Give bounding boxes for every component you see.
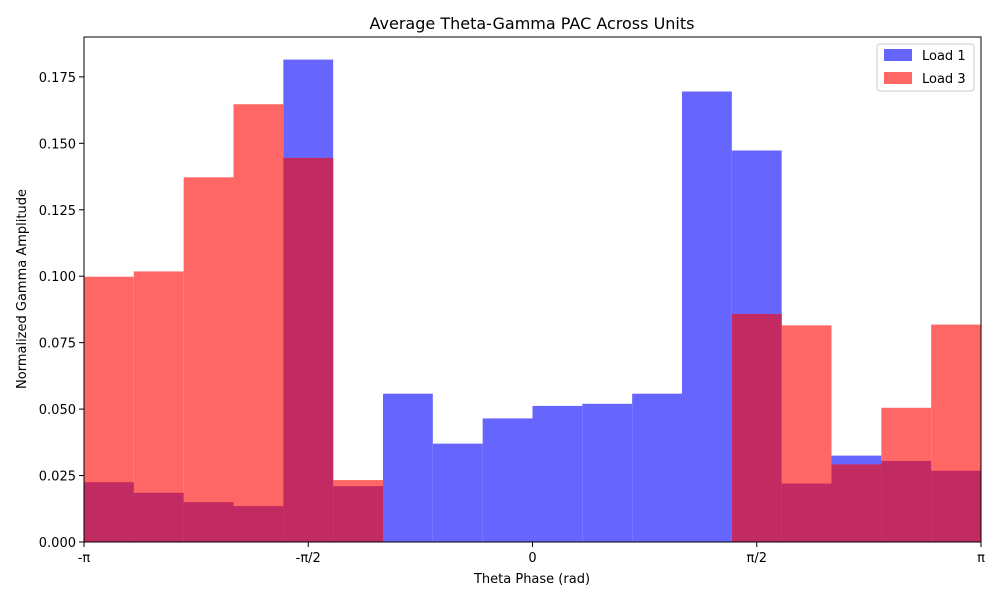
- overlap-bar-bin-15: [831, 464, 882, 542]
- overlap-bar-bin-14: [781, 483, 832, 542]
- bar-load-1-bin-6: [383, 393, 433, 542]
- y-axis-ticks: 0.000 0.025 0.050 0.075 0.100 0.125 0.150 0.175: [39, 71, 84, 551]
- legend-swatch-load-1: [884, 49, 912, 61]
- x-axis-ticks: -π -π/2 0 π/2 π: [78, 542, 985, 566]
- overlap-bar-bin-4: [283, 157, 334, 542]
- legend-label-load-3: Load 3: [922, 72, 966, 87]
- overlap-bar-bin-13: [731, 313, 782, 542]
- y-tick-label: 0.000: [39, 536, 76, 551]
- y-tick-label: 0.125: [39, 204, 76, 219]
- bar-load-3-bin-3: [233, 104, 284, 542]
- legend: Load 1 Load 3: [876, 43, 975, 92]
- legend-swatch-load-3: [884, 72, 912, 84]
- y-tick-label: 0.075: [39, 337, 76, 352]
- bar-load-1-bin-10: [582, 403, 633, 542]
- x-tick-label: π: [977, 551, 985, 566]
- overlap-bar-bin-3: [233, 506, 284, 542]
- overlap-bar-bin-2: [183, 502, 234, 542]
- bar-load-1-bin-12: [682, 91, 732, 542]
- x-tick-label: π/2: [747, 551, 767, 566]
- legend-label-load-1: Load 1: [922, 49, 966, 64]
- bar-load-1-bin-8: [482, 418, 533, 542]
- x-axis-label: Theta Phase (rad): [473, 572, 590, 587]
- bar-load-1-bin-11: [632, 393, 682, 542]
- y-tick-label: 0.025: [39, 470, 76, 485]
- bar-load-1-bin-9: [532, 405, 583, 542]
- overlap-bar-bin-1: [133, 492, 184, 542]
- overlap-bar-bin-16: [881, 460, 932, 542]
- chart-title: Average Theta-Gamma PAC Across Units: [370, 14, 695, 33]
- y-tick-label: 0.100: [39, 270, 76, 285]
- y-tick-label: 0.050: [39, 403, 76, 418]
- y-axis-label: Normalized Gamma Amplitude: [15, 189, 30, 389]
- bar-load-1-bin-7: [432, 443, 483, 542]
- overlap-bar-bin-5: [333, 486, 383, 542]
- x-tick-label: -π: [78, 551, 91, 566]
- y-tick-label: 0.150: [39, 137, 76, 152]
- x-tick-label: 0: [528, 551, 536, 566]
- x-tick-label: -π/2: [296, 551, 321, 566]
- overlap-bar-bin-17: [931, 470, 981, 542]
- overlap-bar-bin-0: [84, 482, 134, 542]
- bar-load-3-bin-2: [183, 177, 234, 542]
- overlap-bars: [84, 157, 981, 542]
- y-tick-label: 0.175: [39, 71, 76, 86]
